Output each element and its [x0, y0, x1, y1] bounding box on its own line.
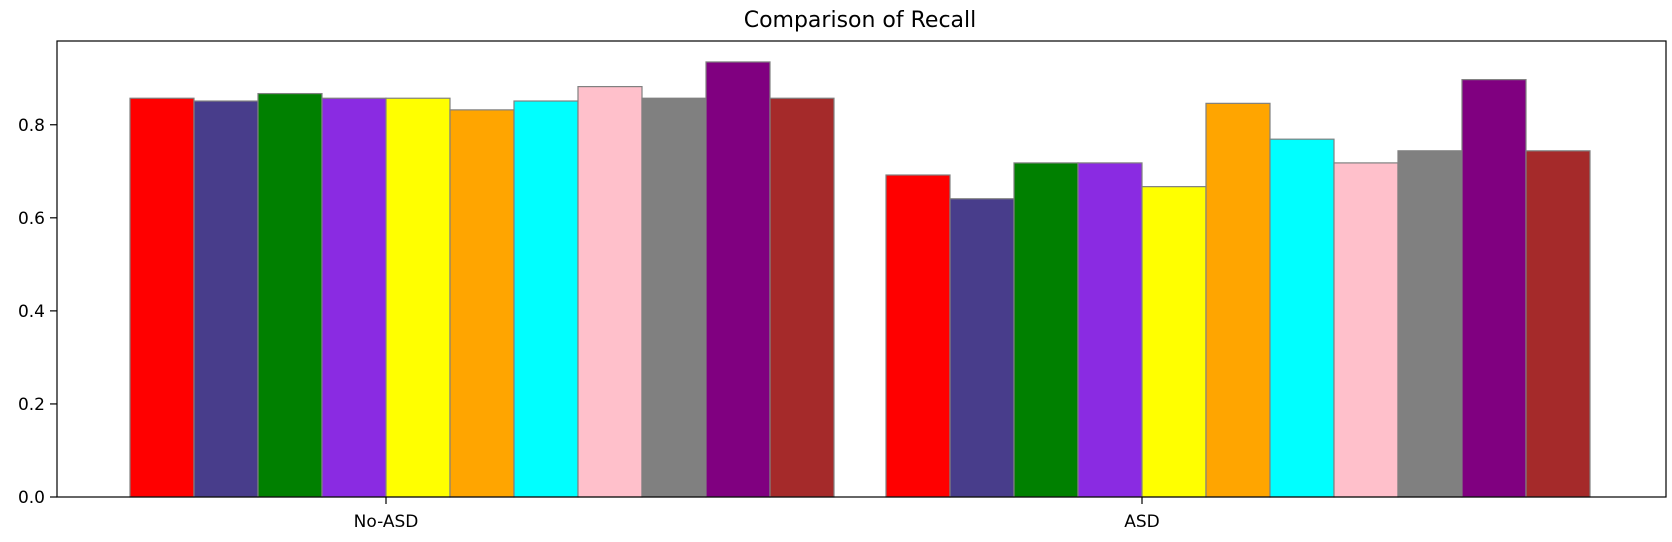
x-tick-label-asd: ASD [1124, 512, 1160, 532]
plot-frame [56, 40, 1667, 498]
bar-no-asd-5 [385, 97, 451, 498]
bar-asd-9 [1397, 150, 1463, 498]
bar-asd-11 [1525, 150, 1591, 498]
bar-asd-4 [1077, 162, 1143, 498]
y-tick-label: 0.8 [18, 116, 45, 136]
y-tick-label: 0.4 [18, 302, 45, 322]
bar-no-asd-4 [321, 97, 387, 498]
y-tick-label: 0.0 [18, 488, 45, 508]
chart-title: Comparison of Recall [744, 8, 977, 33]
y-axis: 0.0 0.2 0.4 0.6 0.8 [18, 116, 57, 508]
y-tick-label: 0.6 [18, 209, 45, 229]
bar-no-asd-1 [129, 97, 195, 498]
bar-asd-1 [885, 174, 951, 498]
bars-group [129, 61, 1591, 498]
bar-no-asd-3 [257, 92, 323, 498]
bar-asd-6 [1205, 102, 1271, 498]
bar-asd-8 [1333, 162, 1399, 498]
bar-asd-7 [1269, 138, 1335, 498]
bar-no-asd-6 [449, 109, 515, 498]
x-tick-label-no-asd: No-ASD [354, 512, 419, 532]
bar-no-asd-10 [705, 61, 771, 498]
bar-asd-2 [949, 198, 1015, 498]
bar-no-asd-8 [577, 85, 643, 498]
bar-no-asd-9 [641, 97, 707, 498]
x-axis: No-ASD ASD [354, 497, 1160, 532]
y-tick-label: 0.2 [18, 395, 45, 415]
bar-asd-3 [1013, 162, 1079, 498]
bar-no-asd-11 [769, 97, 835, 498]
bar-asd-10 [1461, 79, 1527, 498]
bar-no-asd-7 [513, 100, 579, 498]
bar-no-asd-2 [193, 100, 259, 498]
bar-asd-5 [1141, 186, 1207, 498]
